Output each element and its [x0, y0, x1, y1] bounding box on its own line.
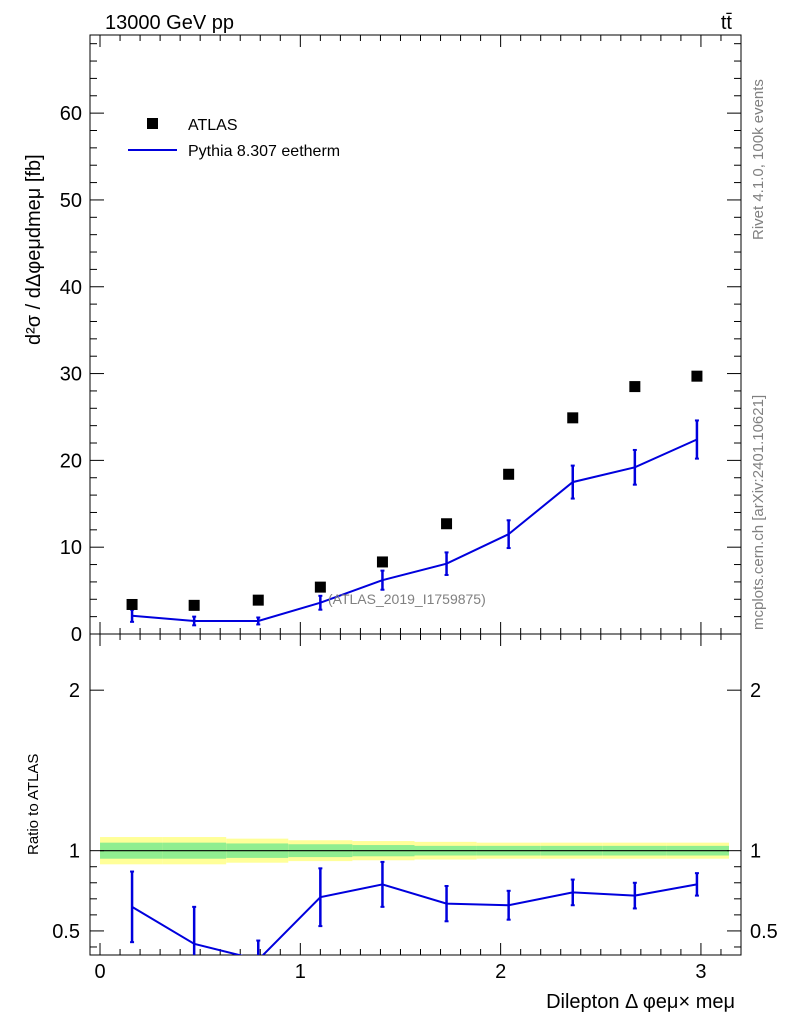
main-y-tick-label: 40 [60, 277, 82, 299]
x-tick-label: 2 [495, 961, 506, 983]
atlas-data-point [441, 518, 453, 530]
ratio-y-tick-label-left: 0.5 [52, 921, 80, 943]
main-y-tick-label: 60 [60, 103, 82, 125]
x-axis-label: Dilepton Δ φeμ× meμ [546, 991, 735, 1013]
x-tick-label: 0 [94, 961, 105, 983]
main-y-axis-label-text: d²σ / dΔφeμdmeμ [fb] [23, 154, 45, 345]
energy-label: 13000 GeV pp [105, 12, 234, 34]
ratio-y-tick-label-right: 2 [750, 680, 761, 702]
rivet-version-label: Rivet 4.1.0, 100k events [750, 79, 767, 240]
ratio-series-group [130, 860, 699, 955]
ratio-y-tick-label-right: 1 [750, 841, 761, 863]
ratio-panel: 0 1 2 3 0.5 0.5 1 1 2 2 [52, 633, 778, 983]
atlas-data-point [252, 594, 264, 606]
ratio-frame [89, 633, 742, 956]
legend: ATLAS Pythia 8.307 eetherm [128, 117, 340, 160]
legend-pythia-label: Pythia 8.307 eetherm [188, 143, 340, 160]
atlas-data-point [376, 556, 388, 568]
main-y-tick-label: 10 [60, 537, 82, 559]
main-y-tick-label: 30 [60, 364, 82, 386]
ratio-y-tick-label-right: 0.5 [750, 921, 778, 943]
main-y-tick-label: 0 [71, 624, 82, 646]
legend-atlas-label: ATLAS [188, 117, 238, 134]
atlas-data-point [629, 381, 641, 393]
atlas-data-point [188, 599, 200, 611]
legend-atlas-marker [147, 118, 158, 129]
atlas-data-point [567, 412, 579, 424]
atlas-data-point [314, 581, 326, 593]
ratio-y-tick-label-left: 2 [69, 680, 80, 702]
analysis-annotation: (ATLAS_2019_I1759875) [328, 591, 486, 607]
atlas-data-point [691, 370, 703, 382]
main-y-tick-label: 20 [60, 450, 82, 472]
ratio-pythia-line [131, 883, 698, 955]
atlas-data-point [126, 598, 138, 610]
main-y-tick-label: 50 [60, 190, 82, 212]
x-tick-label: 3 [695, 961, 706, 983]
ratio-y-tick-label-left: 1 [69, 841, 80, 863]
pythia-line [132, 438, 698, 622]
main-panel: 0 10 20 30 40 50 60 [60, 34, 742, 646]
ratio-y-axis-label: Ratio to ATLAS [25, 754, 42, 855]
mcplots-label: mcplots.cern.ch [arXiv:2401.10621] [750, 395, 767, 630]
x-tick-label: 1 [295, 961, 306, 983]
process-label: tt̄ [721, 12, 733, 34]
atlas-data-point [503, 468, 515, 480]
main-y-axis-label: d²σ / dΔφeμdmeμ [fb] [23, 154, 45, 345]
